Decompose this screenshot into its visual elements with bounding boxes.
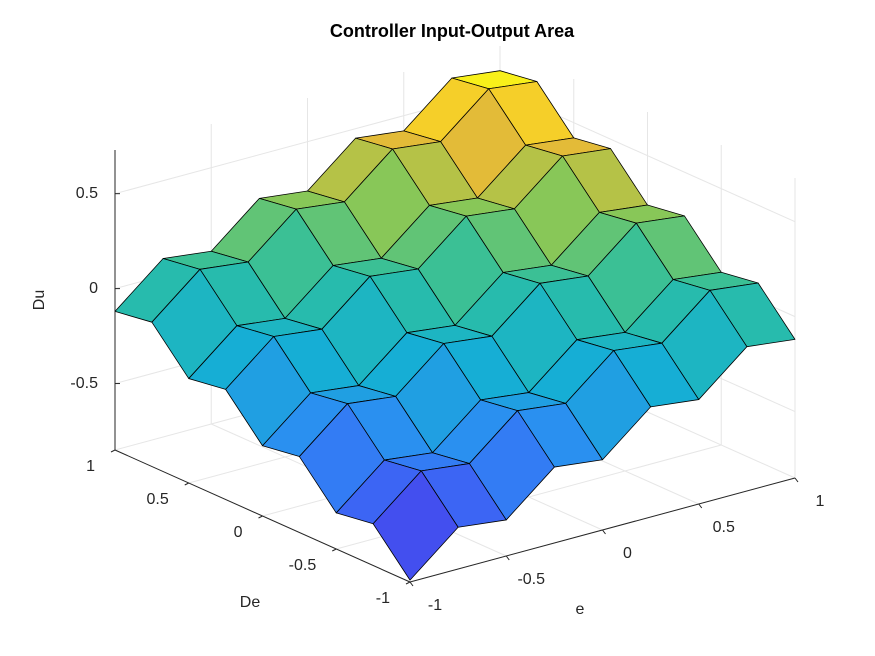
x-tick-label: 0 <box>623 545 632 562</box>
x-axis-label: e <box>576 601 585 618</box>
y-tick-label: 0 <box>234 524 243 541</box>
y-tick-label: 1 <box>86 458 95 475</box>
x-tick-label: -1 <box>428 597 442 614</box>
y-tick <box>405 581 411 585</box>
axes: -1 -0.5 0 0.5 1 -1 -0.5 0 0.5 1 -0.5 0 0.5 <box>70 150 825 614</box>
x-tick-label: 1 <box>816 493 825 510</box>
y-tick <box>258 515 263 519</box>
z-tick-label: -0.5 <box>70 375 98 392</box>
y-tick <box>110 449 116 453</box>
x-tick <box>794 477 799 483</box>
y-tick-label: -1 <box>376 590 390 607</box>
z-tick-label: 0 <box>89 280 98 297</box>
z-tick-label: 0.5 <box>76 185 98 202</box>
x-tick <box>505 555 510 561</box>
z-axis-label: Du <box>31 290 48 310</box>
surface <box>114 70 796 581</box>
y-tick-label: -0.5 <box>289 557 317 574</box>
y-axis-label: De <box>240 594 261 611</box>
x-tick-label: 0.5 <box>713 519 735 536</box>
y-tick <box>332 548 337 552</box>
x-tick <box>698 503 703 509</box>
surface-face <box>372 470 459 581</box>
x-tick-label: -0.5 <box>517 571 545 588</box>
y-tick-label: 0.5 <box>147 491 169 508</box>
chart-title: Controller Input-Output Area <box>330 21 575 41</box>
x-tick <box>409 581 414 587</box>
x-tick <box>602 529 606 535</box>
y-tick <box>184 482 189 486</box>
